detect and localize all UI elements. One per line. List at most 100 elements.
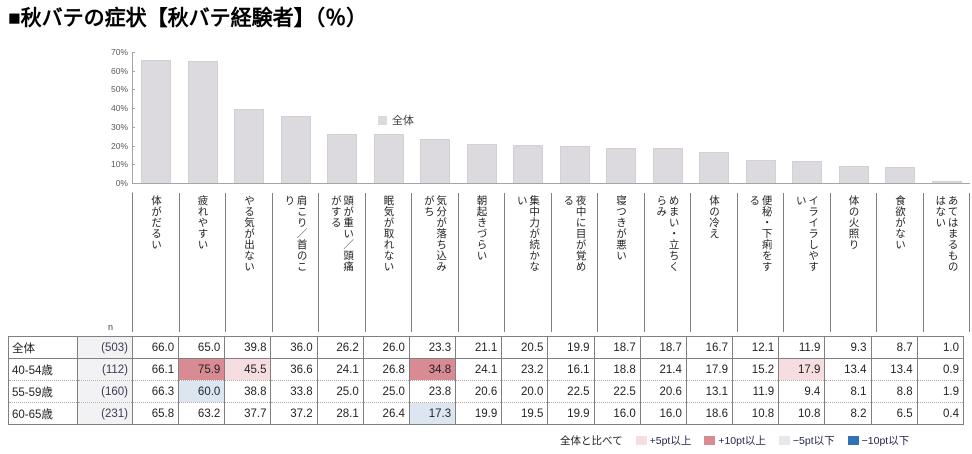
table-row: 55-59歳 (160) 66.3 60.0 38.8 33.8 25.0 25.0 23.8 2… xyxy=(8,380,965,403)
category-label-line: がする xyxy=(329,195,342,228)
category-label-cell: イライラしやすい xyxy=(784,193,831,332)
sample-size-cell: (160) xyxy=(77,380,133,403)
category-label-cell: 眠気が取れない xyxy=(366,193,412,332)
table-cell: 20.0 xyxy=(501,380,549,403)
comparison-legend-item: −10pt以下 xyxy=(847,433,909,448)
x-axis-line xyxy=(132,183,970,184)
category-label-line: い xyxy=(515,195,528,206)
table-cell: 66.0 xyxy=(131,336,180,359)
bar xyxy=(699,151,730,183)
y-axis-tick-mark xyxy=(132,108,135,110)
y-axis-tick-mark xyxy=(132,126,135,128)
category-label-line: めまい・立ちく xyxy=(667,195,680,272)
table-cell: 23.8 xyxy=(408,380,457,403)
table-cell: 24.1 xyxy=(455,358,503,381)
table-cell: 37.7 xyxy=(224,402,272,425)
bar xyxy=(513,144,544,183)
bar xyxy=(931,181,962,183)
table-cell: 26.8 xyxy=(362,358,410,381)
category-label-cell: 食欲がない xyxy=(877,193,924,332)
table-cell: 75.9 xyxy=(178,358,226,381)
table-cell: 8.2 xyxy=(824,402,872,425)
category-label-line: 体がだるい xyxy=(149,195,162,250)
table-cell: 65.0 xyxy=(178,336,226,359)
table-cell: 1.0 xyxy=(916,336,965,359)
page-title: ■秋バテの症状【秋バテ経験者】（％） xyxy=(8,7,368,30)
bar-slot xyxy=(552,52,599,183)
category-label-line: い xyxy=(794,195,807,206)
bar-slot xyxy=(226,52,273,183)
table-cell: 66.1 xyxy=(131,358,180,381)
table-cell: 8.7 xyxy=(870,336,918,359)
y-axis-tick-label: 30% xyxy=(110,121,128,132)
table-cell: 20.5 xyxy=(501,336,549,359)
comparison-legend-label: +10pt以上 xyxy=(718,435,766,447)
table-cell: 17.9 xyxy=(685,358,734,381)
category-label-line: やる気が出ない xyxy=(242,195,255,272)
table-cell: 1.9 xyxy=(916,380,965,403)
chart-legend: 全体 xyxy=(378,112,414,128)
table-cell: 13.4 xyxy=(870,358,918,381)
bar-slot xyxy=(691,52,738,183)
table-cell: 20.6 xyxy=(455,380,503,403)
y-axis-tick-mark xyxy=(132,145,135,147)
table-row: 60-65歳 (231) 65.8 63.2 37.7 37.2 28.1 26.4 17.3 1… xyxy=(8,402,965,425)
table-row: 40-54歳 (112) 66.1 75.9 45.5 36.6 24.1 26.8 34.8 2… xyxy=(8,358,965,381)
sample-size-header: n xyxy=(108,322,114,332)
table-cell: 24.1 xyxy=(316,358,364,381)
category-label-line: 夜中に目が覚め xyxy=(574,195,587,272)
table-cell: 21.1 xyxy=(455,336,503,359)
comparison-legend-item: −5pt以下 xyxy=(778,433,835,448)
category-label-line: 集中力が続かな xyxy=(528,195,541,272)
bar-slot xyxy=(645,52,692,183)
table-cell: 19.5 xyxy=(501,402,549,425)
table-cell: 37.2 xyxy=(270,402,318,425)
y-axis-tick-label: 50% xyxy=(110,84,128,95)
y-axis-tick-label: 70% xyxy=(110,46,128,57)
category-label-line: あてはまるもの xyxy=(946,195,959,272)
table-cell: 18.8 xyxy=(593,358,641,381)
bar xyxy=(373,134,404,183)
table-cell: 9.4 xyxy=(778,380,826,403)
category-label-cell: 夜中に目が覚める xyxy=(552,193,598,332)
legend-label-total: 全体 xyxy=(392,115,414,127)
sample-size-cell: (112) xyxy=(77,358,133,381)
category-label-cell: 集中力が続かない xyxy=(505,193,552,332)
bar-slot xyxy=(505,52,552,183)
data-table-body: 全体 (503) 66.0 65.0 39.8 36.0 26.2 26.0 23.3 21.1 2… xyxy=(8,336,965,425)
y-axis-tick-label: 40% xyxy=(110,102,128,113)
comparison-legend-label: +5pt以上 xyxy=(649,435,692,447)
table-cell: 16.0 xyxy=(593,402,641,425)
comparison-legend-item: +5pt以上 xyxy=(635,433,692,448)
table-cell: 9.3 xyxy=(824,336,872,359)
category-label-line: 眠気が取れない xyxy=(382,195,395,272)
comparison-legend-label: −5pt以下 xyxy=(792,435,835,447)
category-label-line: る xyxy=(562,195,575,206)
category-label-cell: あてはまるもの はない xyxy=(924,193,970,332)
category-label-line: 肩こり／首のこ xyxy=(295,195,308,272)
y-axis-tick-label: 60% xyxy=(110,65,128,76)
table-cell: 60.0 xyxy=(178,380,226,403)
table-cell: 8.8 xyxy=(870,380,918,403)
bar xyxy=(559,145,590,183)
y-axis-tick-label: 0% xyxy=(115,177,128,188)
table-cell: 26.0 xyxy=(362,336,410,359)
table-cell: 66.3 xyxy=(131,380,180,403)
table-cell: 26.2 xyxy=(316,336,364,359)
table-cell: 20.6 xyxy=(639,380,687,403)
comparison-legend-caption: 全体と比べて xyxy=(560,435,623,447)
bar-slot xyxy=(412,52,459,183)
data-table-wrapper: 全体 (503) 66.0 65.0 39.8 36.0 26.2 26.0 23.3 21.1 2… xyxy=(8,336,965,425)
table-cell: 6.5 xyxy=(870,402,918,425)
table-cell: 10.8 xyxy=(732,402,780,425)
row-label: 55-59歳 xyxy=(8,380,78,403)
table-cell: 12.1 xyxy=(732,336,780,359)
y-axis-tick-mark xyxy=(132,164,135,166)
bar-slot xyxy=(784,52,831,183)
table-cell: 10.8 xyxy=(778,402,826,425)
comparison-legend-swatch xyxy=(704,436,716,445)
bar xyxy=(420,139,451,183)
table-cell: 0.4 xyxy=(916,402,965,425)
category-label-line: 寝つきが悪い xyxy=(614,195,627,261)
table-cell: 13.1 xyxy=(685,380,734,403)
